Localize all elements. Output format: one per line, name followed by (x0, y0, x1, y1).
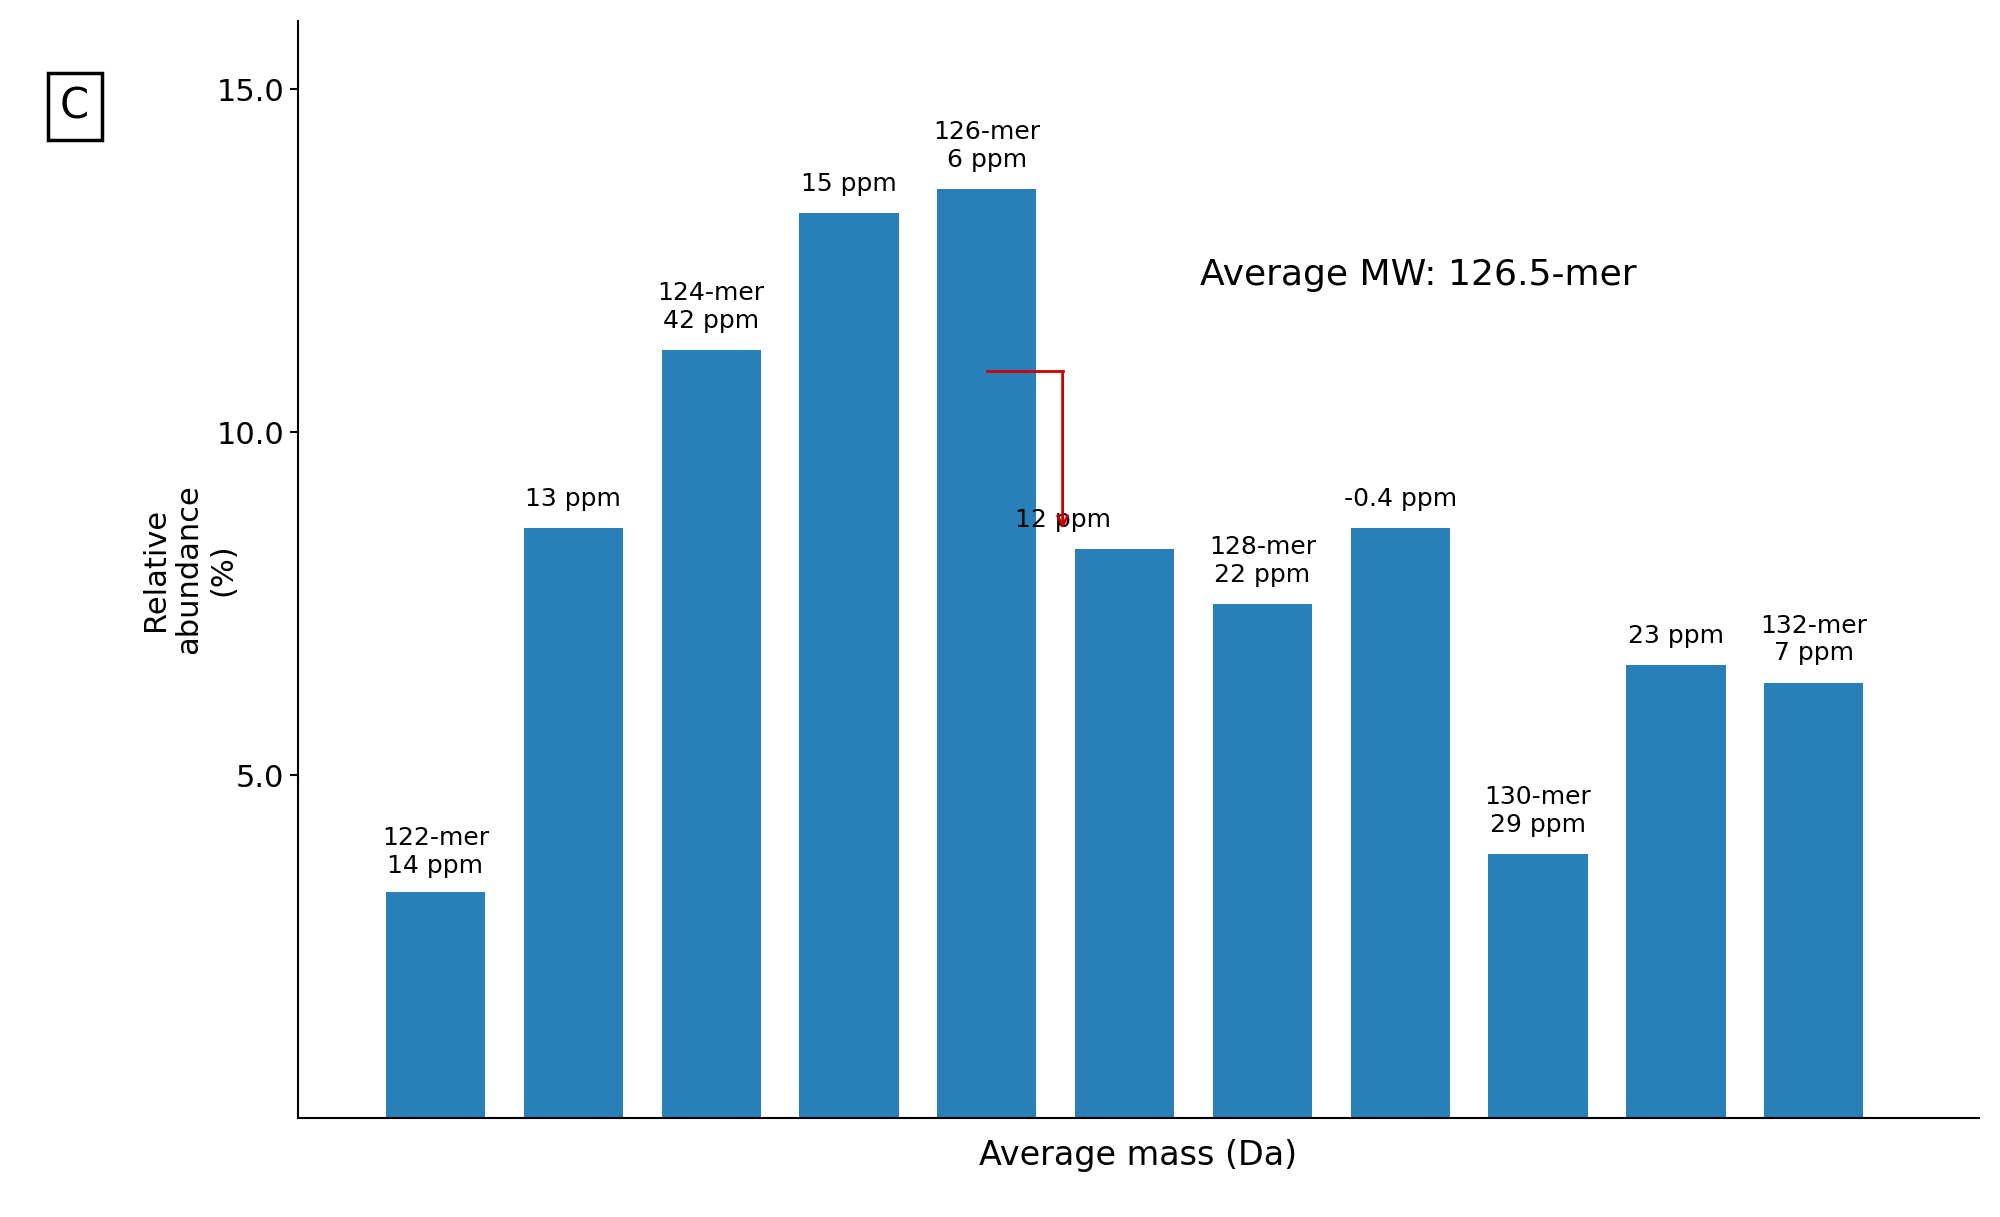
Bar (1488, 854, 1588, 1118)
Text: 23 ppm: 23 ppm (1628, 624, 1724, 649)
Text: 15 ppm: 15 ppm (802, 172, 896, 196)
Y-axis label: Relative
abundance
(%): Relative abundance (%) (140, 484, 238, 655)
Bar (1626, 666, 1726, 1118)
Bar (800, 213, 898, 1118)
Text: Average MW: 126.5-mer: Average MW: 126.5-mer (1200, 258, 1638, 292)
Bar (386, 892, 486, 1118)
Text: 130-mer
29 ppm: 130-mer 29 ppm (1484, 785, 1592, 837)
Bar (1764, 683, 1864, 1118)
Bar (524, 528, 622, 1118)
Bar (1212, 604, 1312, 1118)
Text: -0.4 ppm: -0.4 ppm (1344, 487, 1456, 511)
Text: 13 ppm: 13 ppm (526, 487, 622, 511)
Bar (938, 189, 1036, 1118)
Bar (1350, 528, 1450, 1118)
Text: 12 ppm: 12 ppm (1014, 507, 1110, 532)
Text: 126-mer
6 ppm: 126-mer 6 ppm (934, 120, 1040, 172)
Text: 124-mer
42 ppm: 124-mer 42 ppm (658, 281, 764, 332)
Text: 132-mer
7 ppm: 132-mer 7 ppm (1760, 613, 1868, 666)
Text: C: C (60, 85, 90, 128)
Bar (1076, 549, 1174, 1118)
Bar (662, 350, 760, 1118)
Text: 122-mer
14 ppm: 122-mer 14 ppm (382, 826, 490, 877)
Text: 128-mer
22 ppm: 128-mer 22 ppm (1208, 534, 1316, 587)
X-axis label: Average mass (Da): Average mass (Da) (980, 1139, 1298, 1172)
